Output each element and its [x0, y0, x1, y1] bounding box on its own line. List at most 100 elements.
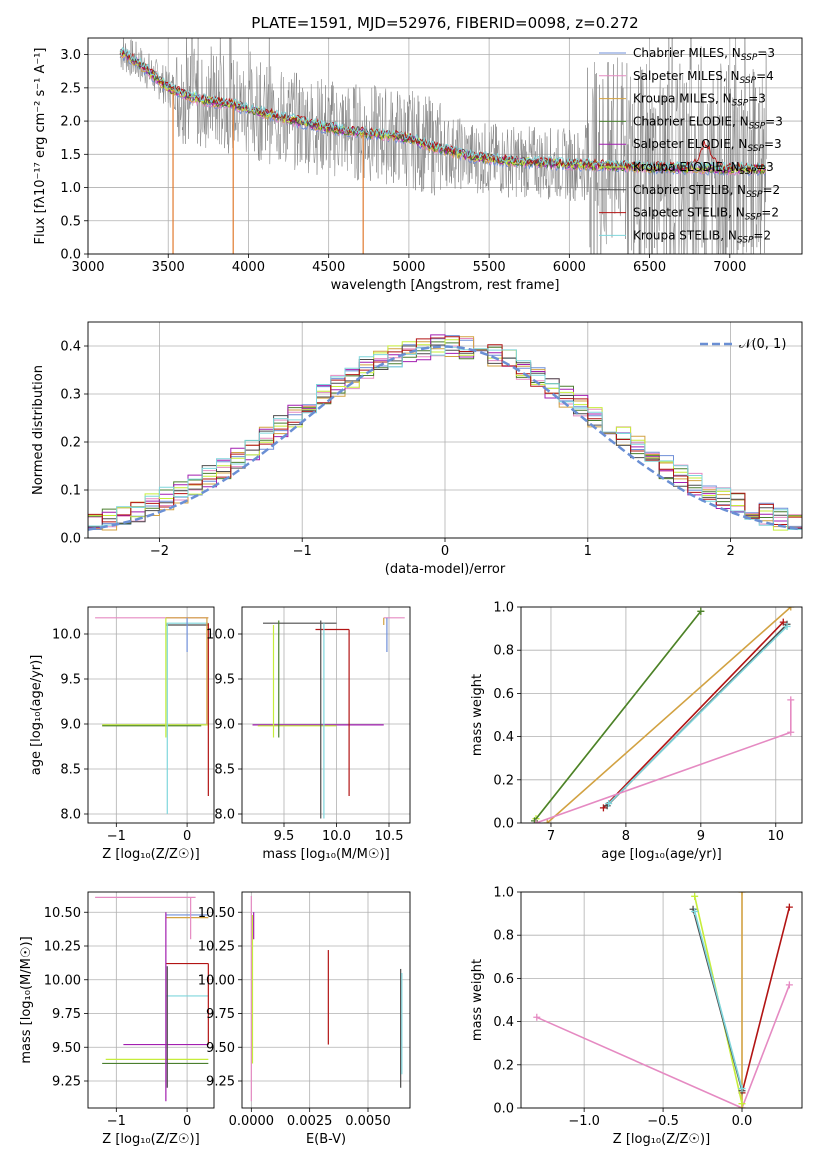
- wage-xtick-label-3: 10: [767, 829, 784, 844]
- massebv-ytick-label-4: 10.25: [198, 940, 235, 955]
- normal-curve-line: [88, 345, 800, 531]
- wz-xtick-label-1: −0.5: [647, 1114, 679, 1129]
- agez-ytick-label-4: 10.0: [52, 628, 81, 643]
- mass-vs-metallicity-panel: −1 0 9.25 9.50 9.75 10.00 10.25 10.50 Z [log₁₀(Z…: [19, 891, 215, 1147]
- agem-xtick-label-1: 10.0: [322, 829, 351, 844]
- wage-marker-5-0: [605, 800, 613, 808]
- wage-marker-3-0: [599, 804, 607, 812]
- massz-ytick-label-5: 10.50: [44, 906, 81, 921]
- wz-marker-0-2: [785, 981, 793, 989]
- wz-marker-2-1: [738, 892, 746, 896]
- wz-ytick-label-2: 0.4: [493, 1015, 514, 1030]
- massz-ticks: −1 0 9.25 9.50 9.75 10.00 10.25 10.50: [44, 906, 191, 1129]
- agem-ytick-label-1: 8.5: [214, 763, 235, 778]
- hist-ylabel: Normed distribution: [31, 365, 46, 495]
- agez-ytick-label-2: 9.0: [60, 718, 81, 733]
- wage-xlabel: age [log₁₀(age/yr)]: [601, 847, 722, 862]
- wz-marker-3-0: [691, 892, 699, 900]
- wage-marker-3-1: [779, 618, 787, 626]
- wage-line-2: [546, 607, 792, 823]
- agem-plot: [252, 617, 405, 819]
- model-spectrum-kroupa-stelib: [119, 46, 767, 172]
- wz-xlabel: Z [log₁₀(Z/Z☉)]: [613, 1132, 710, 1147]
- spec-xlabel: wavelength [Angstrom, rest frame]: [331, 278, 560, 293]
- observed-spectrum-line: [119, 38, 767, 254]
- hist-xtick-label-3: 1: [584, 544, 592, 559]
- age-vs-mass-panel: 9.5 10.0 10.5 8.0 8.5 9.0 9.5 10.0 mass [log₁₀(M…: [206, 606, 411, 862]
- wz-plot: [533, 892, 793, 1108]
- spec-xtick-label-2: 4000: [232, 260, 265, 275]
- wz-ytick-label-5: 1.0: [493, 886, 514, 901]
- agez-ytick-label-1: 8.5: [60, 763, 81, 778]
- wage-grid: [521, 606, 802, 824]
- legend-label-2: Kroupa MILES, NSSP=3: [633, 92, 766, 109]
- wage-line-6: [535, 699, 792, 823]
- massebv-plot: [250, 896, 403, 1102]
- massebv-ytick-label-2: 9.75: [206, 1007, 235, 1022]
- spec-frame: [87, 37, 803, 255]
- spec-ytick-label-2: 1.0: [60, 181, 81, 196]
- hist-ytick-label-3: 0.3: [60, 388, 81, 403]
- hist-xtick-label-4: 2: [726, 544, 734, 559]
- legend-label-normal: 𝒩(0, 1): [739, 337, 786, 352]
- agem-ytick-label-4: 10.0: [206, 628, 235, 643]
- spec-xtick-label-5: 5500: [473, 260, 506, 275]
- spec-ticks: 3000 3500 4000 4500 5000 5500 6000 6500 7000 0.0 0…: [60, 48, 746, 275]
- hist-xtick-label-1: −1: [293, 544, 312, 559]
- wz-grid: [521, 891, 802, 1109]
- hist-kroupa-stelib: [88, 346, 802, 538]
- agem-ytick-label-0: 8.0: [214, 808, 235, 823]
- wz-line-5: [693, 911, 743, 1089]
- hist-ytick-label-0: 0.0: [60, 532, 81, 547]
- wage-marker-6-2: [787, 696, 795, 704]
- massebv-xtick-label-1: 0.0025: [287, 1114, 333, 1129]
- hist-ytick-label-1: 0.1: [60, 484, 81, 499]
- agez-frame: [87, 606, 215, 824]
- wz-frame: [520, 891, 803, 1109]
- agem-ytick-label-3: 9.5: [214, 673, 235, 688]
- massebv-grid: [242, 892, 410, 1108]
- spec-ylabel: Flux [fλ10⁻¹⁷ erg cm⁻² s⁻¹ A⁻¹]: [33, 48, 48, 245]
- wz-ytick-label-0: 0.0: [493, 1102, 514, 1117]
- weight-vs-age-panel: 7 8 9 10 0.0 0.2 0.4 0.6 0.8 1.0 age [log₁₀(age/yr…: [470, 601, 803, 862]
- legend-label-5: Kroupa ELODIE, NSSP=3: [633, 160, 774, 177]
- wz-marker-5-0: [691, 907, 699, 915]
- wage-marker-6-1: [787, 728, 795, 736]
- massz-plot: [95, 896, 209, 1102]
- age-vs-metallicity-panel: −1 0 8.0 8.5 9.0 9.5 10.0 Z [log₁₀(Z/Z☉)] age [l…: [29, 606, 215, 862]
- wage-line-5: [608, 625, 788, 805]
- spec-xtick-label-1: 3500: [152, 260, 185, 275]
- wage-ytick-label-5: 1.0: [493, 601, 514, 616]
- legend-label-1: Salpeter MILES, NSSP=4: [633, 69, 774, 86]
- wage-line-1: [533, 610, 702, 822]
- agez-ylabel: age [log₁₀(age/yr)]: [29, 655, 44, 776]
- wage-ylabel: mass weight: [470, 674, 485, 756]
- wage-ytick-label-3: 0.6: [493, 687, 514, 702]
- wz-ytick-label-3: 0.6: [493, 972, 514, 987]
- agez-ytick-label-3: 9.5: [60, 673, 81, 688]
- massz-ylabel: mass [log₁₀(M/M☉)]: [19, 936, 34, 1063]
- legend-label-4: Salpeter ELODIE, NSSP=3: [633, 137, 782, 154]
- wage-marker-1-0: [530, 817, 538, 823]
- wage-line-3: [602, 621, 784, 809]
- massebv-ytick-label-0: 9.25: [206, 1075, 235, 1090]
- wz-marker-3-1: [738, 1100, 746, 1108]
- wage-marker-2-0: [543, 819, 551, 823]
- wage-xtick-label-2: 9: [697, 829, 705, 844]
- agem-ytick-label-2: 9.0: [214, 718, 235, 733]
- spec-plot: [119, 38, 767, 254]
- massz-ytick-label-4: 10.25: [44, 940, 81, 955]
- massz-ytick-label-1: 9.50: [52, 1041, 81, 1056]
- spec-xtick-label-8: 7000: [713, 260, 746, 275]
- spec-ytick-label-4: 2.0: [60, 115, 81, 130]
- wage-marker-5-1: [783, 622, 791, 630]
- spec-ytick-label-0: 0.0: [60, 248, 81, 263]
- wz-xtick-label-2: 0.0: [732, 1114, 753, 1129]
- residual-histogram-panel: −2 −1 0 1 2 0.0 0.1 0.2 0.3 0.4 (data-model)/error…: [31, 321, 803, 577]
- wage-xtick-label-0: 7: [547, 829, 555, 844]
- agem-xlabel: mass [log₁₀(M/M☉)]: [262, 847, 389, 862]
- wz-marker-0-0: [533, 1013, 541, 1021]
- wage-xtick-label-1: 8: [622, 829, 630, 844]
- spec-ytick-label-6: 3.0: [60, 48, 81, 63]
- massz-grid: [88, 892, 214, 1108]
